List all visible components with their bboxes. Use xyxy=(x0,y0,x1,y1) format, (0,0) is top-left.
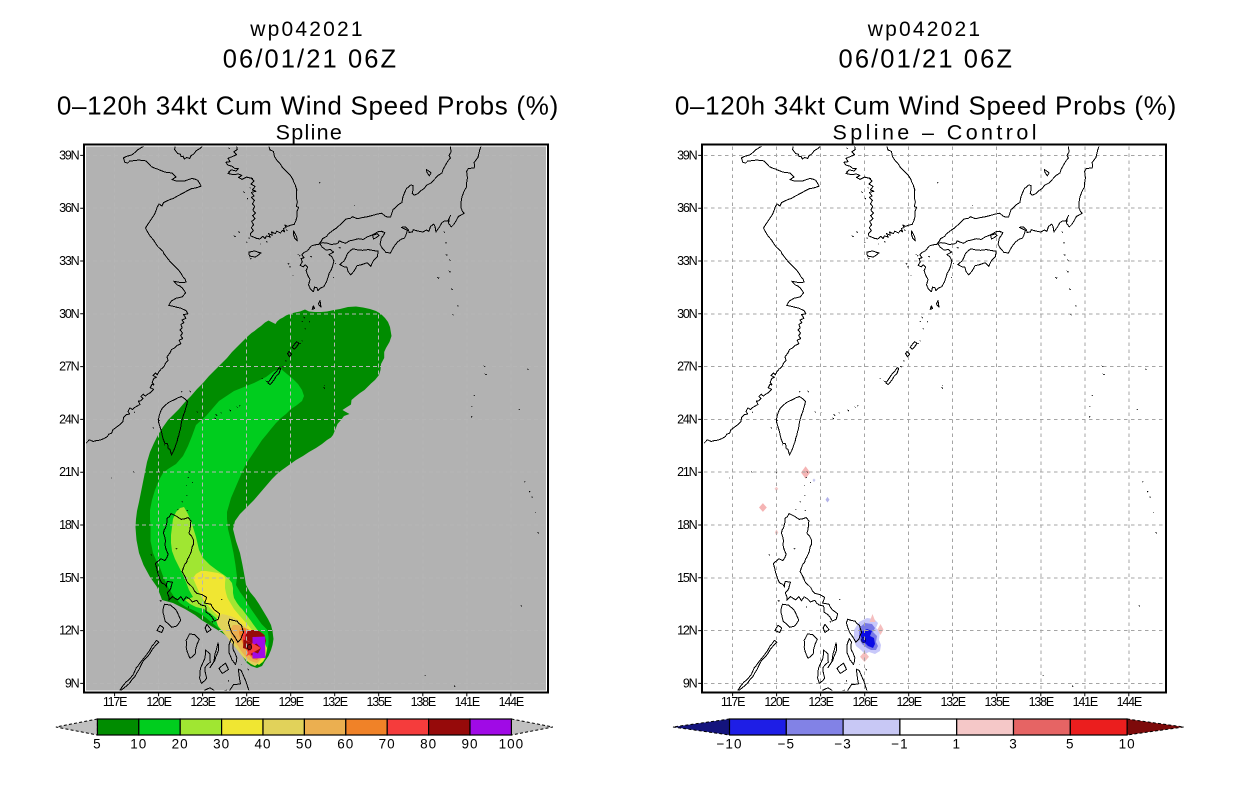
svg-text:Spline – Control: Spline – Control xyxy=(833,121,1040,145)
svg-text:80: 80 xyxy=(420,737,437,752)
svg-text:−5: −5 xyxy=(778,737,795,752)
svg-text:5: 5 xyxy=(93,737,102,752)
svg-text:60: 60 xyxy=(337,737,354,752)
svg-text:wp042021: wp042021 xyxy=(867,18,983,41)
svg-text:06/01/21 06Z: 06/01/21 06Z xyxy=(223,46,399,74)
svg-text:−3: −3 xyxy=(834,737,851,752)
svg-text:0–120h 34kt Cum Wind Speed Pro: 0–120h 34kt Cum Wind Speed Probs (%) xyxy=(57,90,559,120)
svg-text:0–120h 34kt Cum Wind Speed Pro: 0–120h 34kt Cum Wind Speed Probs (%) xyxy=(675,90,1177,120)
svg-text:−1: −1 xyxy=(891,737,908,752)
svg-text:5: 5 xyxy=(1066,737,1075,752)
svg-text:20: 20 xyxy=(172,737,189,752)
svg-text:50: 50 xyxy=(296,737,313,752)
svg-text:Spline: Spline xyxy=(276,121,344,145)
svg-text:06/01/21 06Z: 06/01/21 06Z xyxy=(839,46,1015,74)
svg-text:10: 10 xyxy=(1119,737,1136,752)
svg-text:30: 30 xyxy=(213,737,230,752)
svg-text:−10: −10 xyxy=(717,737,743,752)
svg-text:10: 10 xyxy=(130,737,147,752)
svg-text:90: 90 xyxy=(461,737,478,752)
svg-text:70: 70 xyxy=(379,737,396,752)
svg-text:1: 1 xyxy=(952,737,961,752)
svg-text:wp042021: wp042021 xyxy=(249,18,365,41)
svg-text:3: 3 xyxy=(1009,737,1018,752)
svg-text:40: 40 xyxy=(254,737,271,752)
svg-text:100: 100 xyxy=(499,737,525,752)
